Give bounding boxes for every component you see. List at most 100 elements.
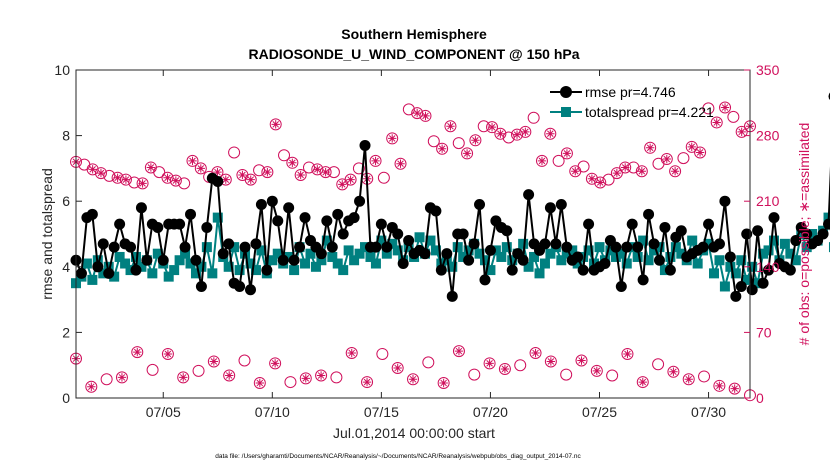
obs-marker bbox=[653, 158, 664, 169]
rmse-point bbox=[419, 248, 430, 259]
obs-assimilated-asterisk bbox=[317, 371, 325, 379]
rmse-point bbox=[610, 242, 621, 253]
totalspread-point bbox=[720, 281, 730, 291]
obs-marker bbox=[470, 135, 481, 146]
obs-assimilated-asterisk bbox=[488, 123, 496, 131]
rmse-point bbox=[714, 238, 725, 249]
rmse-point bbox=[136, 202, 147, 213]
rmse-point bbox=[572, 251, 583, 262]
totalspread-point bbox=[540, 259, 550, 269]
rmse-point bbox=[376, 219, 387, 230]
chart: 07/05 07/10 07/15 07/20 07/25 07/300246810070… bbox=[0, 0, 830, 470]
obs-assimilated-asterisk bbox=[531, 349, 539, 357]
totalspread-point bbox=[207, 268, 217, 278]
rmse-point bbox=[360, 140, 371, 151]
rmse-point bbox=[256, 199, 267, 210]
rmse-point bbox=[109, 242, 120, 253]
rmse-point bbox=[616, 281, 627, 292]
obs-marker bbox=[661, 154, 672, 165]
totalspread-point bbox=[780, 239, 790, 249]
obs-marker bbox=[328, 167, 339, 178]
obs-marker bbox=[178, 372, 189, 383]
obs-marker bbox=[699, 371, 710, 382]
y-axis-label-right: # of obs: o=possible; ∗=assimilated bbox=[796, 123, 812, 346]
legend: rmse pr=4.746 totalspread pr=4.221 bbox=[550, 84, 714, 120]
obs-assimilated-asterisk bbox=[623, 350, 631, 358]
rmse-point bbox=[638, 274, 649, 285]
obs-marker bbox=[728, 111, 739, 122]
rmse-point bbox=[654, 255, 665, 266]
totalspread-point bbox=[371, 259, 381, 269]
rmse-point bbox=[556, 199, 567, 210]
obs-marker bbox=[408, 374, 419, 385]
y-tick-label-left: 4 bbox=[62, 259, 70, 275]
legend-totalspread-label: totalspread pr=4.221 bbox=[585, 104, 714, 120]
obs-possible-circle bbox=[515, 360, 526, 371]
rmse-point bbox=[719, 196, 730, 207]
rmse-point bbox=[250, 238, 261, 249]
obs-possible-circle bbox=[728, 111, 739, 122]
rmse-point bbox=[436, 265, 447, 276]
totalspread-point bbox=[147, 268, 157, 278]
data-file-footnote: data file: /Users/gharamti/Documents/NCA… bbox=[215, 453, 581, 460]
obs-marker bbox=[224, 370, 235, 381]
rmse-point bbox=[741, 229, 752, 240]
rmse-point bbox=[398, 258, 409, 269]
rmse-point bbox=[92, 261, 103, 272]
obs-assimilated-asterisk bbox=[188, 157, 196, 165]
rmse-point bbox=[578, 265, 589, 276]
rmse-point bbox=[463, 255, 474, 266]
rmse-point bbox=[752, 225, 763, 236]
rmse-point bbox=[103, 268, 114, 279]
obs-marker bbox=[195, 163, 206, 174]
rmse-point bbox=[632, 242, 643, 253]
obs-marker bbox=[245, 174, 256, 185]
obs-marker bbox=[420, 110, 431, 121]
obs-marker bbox=[453, 138, 464, 149]
obs-assimilated-asterisk bbox=[302, 374, 310, 382]
obs-marker bbox=[545, 356, 556, 367]
rmse-point bbox=[130, 265, 141, 276]
obs-possible-circle bbox=[101, 374, 112, 385]
obs-assimilated-asterisk bbox=[363, 378, 371, 386]
totalspread-point bbox=[594, 242, 604, 252]
obs-assimilated-asterisk bbox=[547, 357, 555, 365]
obs-possible-circle bbox=[607, 370, 618, 381]
y-tick-label-right: 0 bbox=[756, 390, 764, 406]
obs-assimilated-asterisk bbox=[409, 375, 417, 383]
rmse-point bbox=[583, 219, 594, 230]
rmse-point bbox=[703, 219, 714, 230]
rmse-point bbox=[469, 238, 480, 249]
rmse-point bbox=[485, 245, 496, 256]
obs-marker bbox=[720, 102, 731, 113]
obs-marker bbox=[208, 356, 219, 367]
obs-possible-circle bbox=[377, 348, 388, 359]
y-tick-label-left: 8 bbox=[62, 128, 70, 144]
rmse-point bbox=[300, 212, 311, 223]
obs-marker bbox=[611, 168, 622, 179]
rmse-point bbox=[261, 265, 272, 276]
rmse-point bbox=[725, 251, 736, 262]
rmse-point bbox=[327, 242, 338, 253]
obs-assimilated-asterisk bbox=[348, 349, 356, 357]
obs-assimilated-asterisk bbox=[164, 350, 172, 358]
obs-assimilated-asterisk bbox=[118, 373, 126, 381]
totalspread-point bbox=[535, 268, 545, 278]
rmse-point bbox=[507, 265, 518, 276]
obs-marker bbox=[578, 161, 589, 172]
rmse-point bbox=[332, 209, 343, 220]
obs-assimilated-asterisk bbox=[696, 148, 704, 156]
obs-assimilated-asterisk bbox=[396, 160, 404, 168]
totalspread-point bbox=[300, 259, 310, 269]
obs-assimilated-asterisk bbox=[438, 145, 446, 153]
obs-possible-circle bbox=[423, 357, 434, 368]
rmse-point bbox=[479, 274, 490, 285]
obs-possible-circle bbox=[678, 153, 689, 164]
rmse-point bbox=[518, 255, 529, 266]
rmse-point bbox=[196, 281, 207, 292]
obs-assimilated-asterisk bbox=[455, 347, 463, 355]
obs-possible-circle bbox=[453, 138, 464, 149]
obs-marker bbox=[147, 364, 158, 375]
obs-marker bbox=[193, 365, 204, 376]
chart-title-line2: RADIOSONDE_U_WIND_COMPONENT @ 150 hPa bbox=[248, 46, 579, 62]
